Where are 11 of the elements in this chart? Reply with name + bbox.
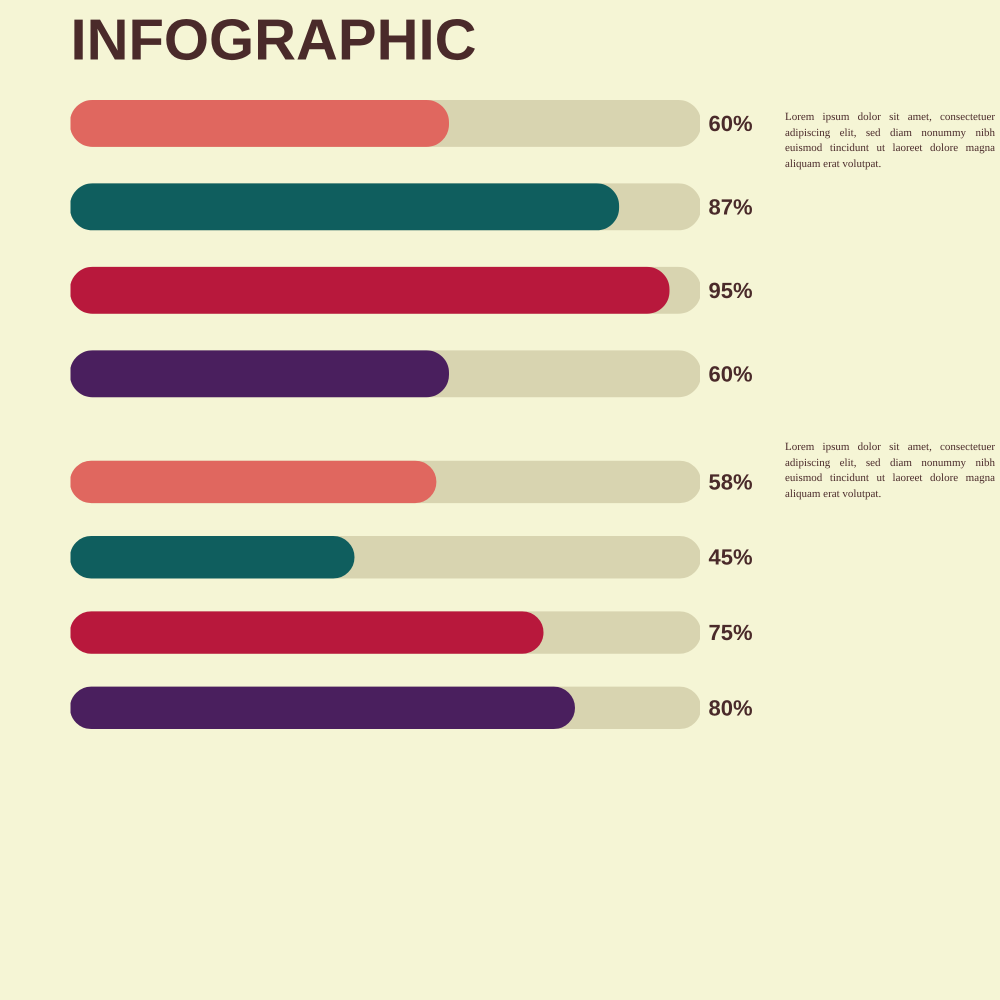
data-label: 95% xyxy=(708,278,753,303)
chart-title: INFOGRAPHIC xyxy=(70,8,476,72)
text: Lorem ipsum dolor sit amet, consectetuer adipiscing elit, sed diam nonummy nibh euismod tincidunt ut laoreet dolore magna aliquam erat volutpat. xyxy=(785,110,995,172)
text: Lorem ipsum dolor sit amet, consectetuer adipiscing elit, sed diam nonummy nibh euismod tincidunt ut laoreet dolore magna aliquam erat volutpat. xyxy=(785,440,995,502)
data-label: 60% xyxy=(708,361,753,386)
data-label: 45% xyxy=(708,544,753,570)
data-label: 58% xyxy=(708,469,753,494)
data-label: 60% xyxy=(708,110,753,136)
data-label: 87% xyxy=(708,194,753,220)
data-label: 80% xyxy=(708,695,753,720)
data-label: 75% xyxy=(708,620,753,646)
